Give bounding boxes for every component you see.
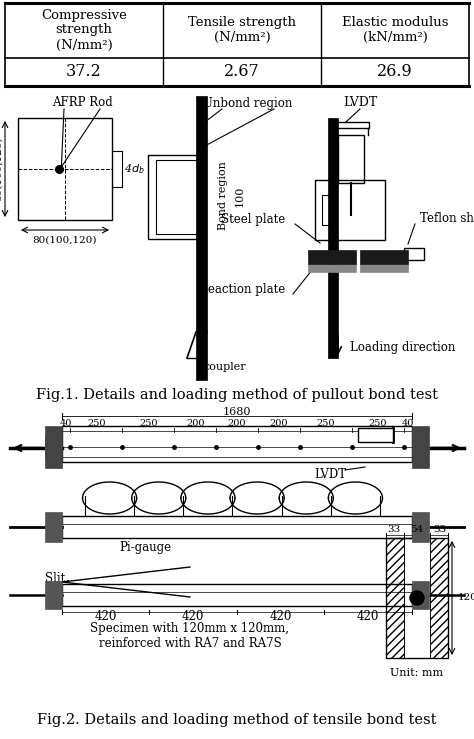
Text: Reaction plate: Reaction plate xyxy=(199,284,285,296)
Text: 40: 40 xyxy=(401,420,414,429)
Bar xyxy=(62,516,412,538)
Bar xyxy=(328,118,338,358)
Text: Pi-gauge: Pi-gauge xyxy=(119,542,171,554)
Text: 26.9: 26.9 xyxy=(377,64,413,81)
Text: 2.67: 2.67 xyxy=(224,64,260,81)
Text: 40: 40 xyxy=(60,420,73,429)
Bar xyxy=(404,248,424,260)
Bar xyxy=(360,264,408,272)
Bar xyxy=(386,538,448,658)
Bar xyxy=(148,155,204,239)
Text: Compressive
strength
(N/mm²): Compressive strength (N/mm²) xyxy=(41,9,127,52)
Text: 80(100,120): 80(100,120) xyxy=(33,236,97,245)
Text: 200: 200 xyxy=(228,420,246,429)
Bar xyxy=(308,250,356,264)
Text: 100: 100 xyxy=(235,185,245,207)
Bar xyxy=(386,538,404,658)
Bar xyxy=(360,250,408,264)
Text: Fig.1. Details and loading method of pullout bond test: Fig.1. Details and loading method of pul… xyxy=(36,388,438,402)
Text: LVDT: LVDT xyxy=(343,97,377,109)
Bar xyxy=(45,436,62,458)
Bar xyxy=(62,584,412,606)
Bar xyxy=(335,122,369,128)
Text: 200: 200 xyxy=(186,420,205,429)
Text: Slit: Slit xyxy=(45,571,65,585)
Text: 250: 250 xyxy=(87,420,106,429)
Text: 420: 420 xyxy=(357,610,380,624)
Text: Specimen with 120mm x 120mm,
reinforced with RA7 and RA7S: Specimen with 120mm x 120mm, reinforced … xyxy=(91,622,290,650)
Text: Unbond region: Unbond region xyxy=(203,97,292,109)
Text: coupler: coupler xyxy=(204,362,246,372)
Text: AFRP Rod: AFRP Rod xyxy=(52,97,112,109)
Bar xyxy=(315,180,385,240)
Bar xyxy=(18,118,112,220)
Text: 420: 420 xyxy=(182,610,204,624)
Text: 54: 54 xyxy=(410,525,424,534)
Text: Fig.2. Details and loading method of tensile bond test: Fig.2. Details and loading method of ten… xyxy=(37,713,437,727)
Bar xyxy=(322,195,332,225)
Text: 120: 120 xyxy=(458,593,474,602)
Text: 200: 200 xyxy=(269,420,288,429)
Bar xyxy=(308,264,356,272)
Text: 80(100,120): 80(100,120) xyxy=(0,137,3,201)
Bar xyxy=(196,96,207,380)
Text: Steel plate: Steel plate xyxy=(221,214,285,226)
Circle shape xyxy=(410,591,424,605)
Text: Teflon sheet: Teflon sheet xyxy=(420,211,474,225)
Bar xyxy=(45,512,62,542)
Bar xyxy=(412,426,429,468)
Text: 33: 33 xyxy=(433,525,447,534)
Text: 250: 250 xyxy=(368,420,387,429)
Bar xyxy=(386,538,404,658)
Bar xyxy=(156,160,198,234)
Bar xyxy=(430,538,448,658)
Text: Bond region: Bond region xyxy=(218,162,228,231)
Text: LVDT: LVDT xyxy=(314,468,346,480)
Text: Unit: mm: Unit: mm xyxy=(391,668,444,678)
Bar xyxy=(62,426,412,462)
Text: 37.2: 37.2 xyxy=(66,64,102,81)
Text: 420: 420 xyxy=(270,610,292,624)
Text: 4$d_b$: 4$d_b$ xyxy=(124,162,145,176)
Bar xyxy=(338,135,364,183)
Bar xyxy=(412,512,429,542)
Text: Elastic modulus
(kN/mm²): Elastic modulus (kN/mm²) xyxy=(342,16,448,44)
Bar xyxy=(412,581,429,609)
Text: 33: 33 xyxy=(387,525,401,534)
Bar xyxy=(45,426,62,468)
Text: 250: 250 xyxy=(139,420,158,429)
Text: 420: 420 xyxy=(94,610,117,624)
Text: Tensile strength
(N/mm²): Tensile strength (N/mm²) xyxy=(188,16,296,44)
Bar xyxy=(358,428,393,442)
Text: 250: 250 xyxy=(316,420,335,429)
Bar xyxy=(45,581,62,609)
Text: Loading direction: Loading direction xyxy=(350,341,456,355)
Text: 1680: 1680 xyxy=(223,407,251,417)
